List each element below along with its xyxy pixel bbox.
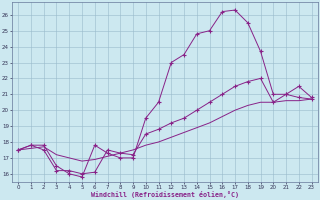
X-axis label: Windchill (Refroidissement éolien,°C): Windchill (Refroidissement éolien,°C) — [91, 191, 239, 198]
